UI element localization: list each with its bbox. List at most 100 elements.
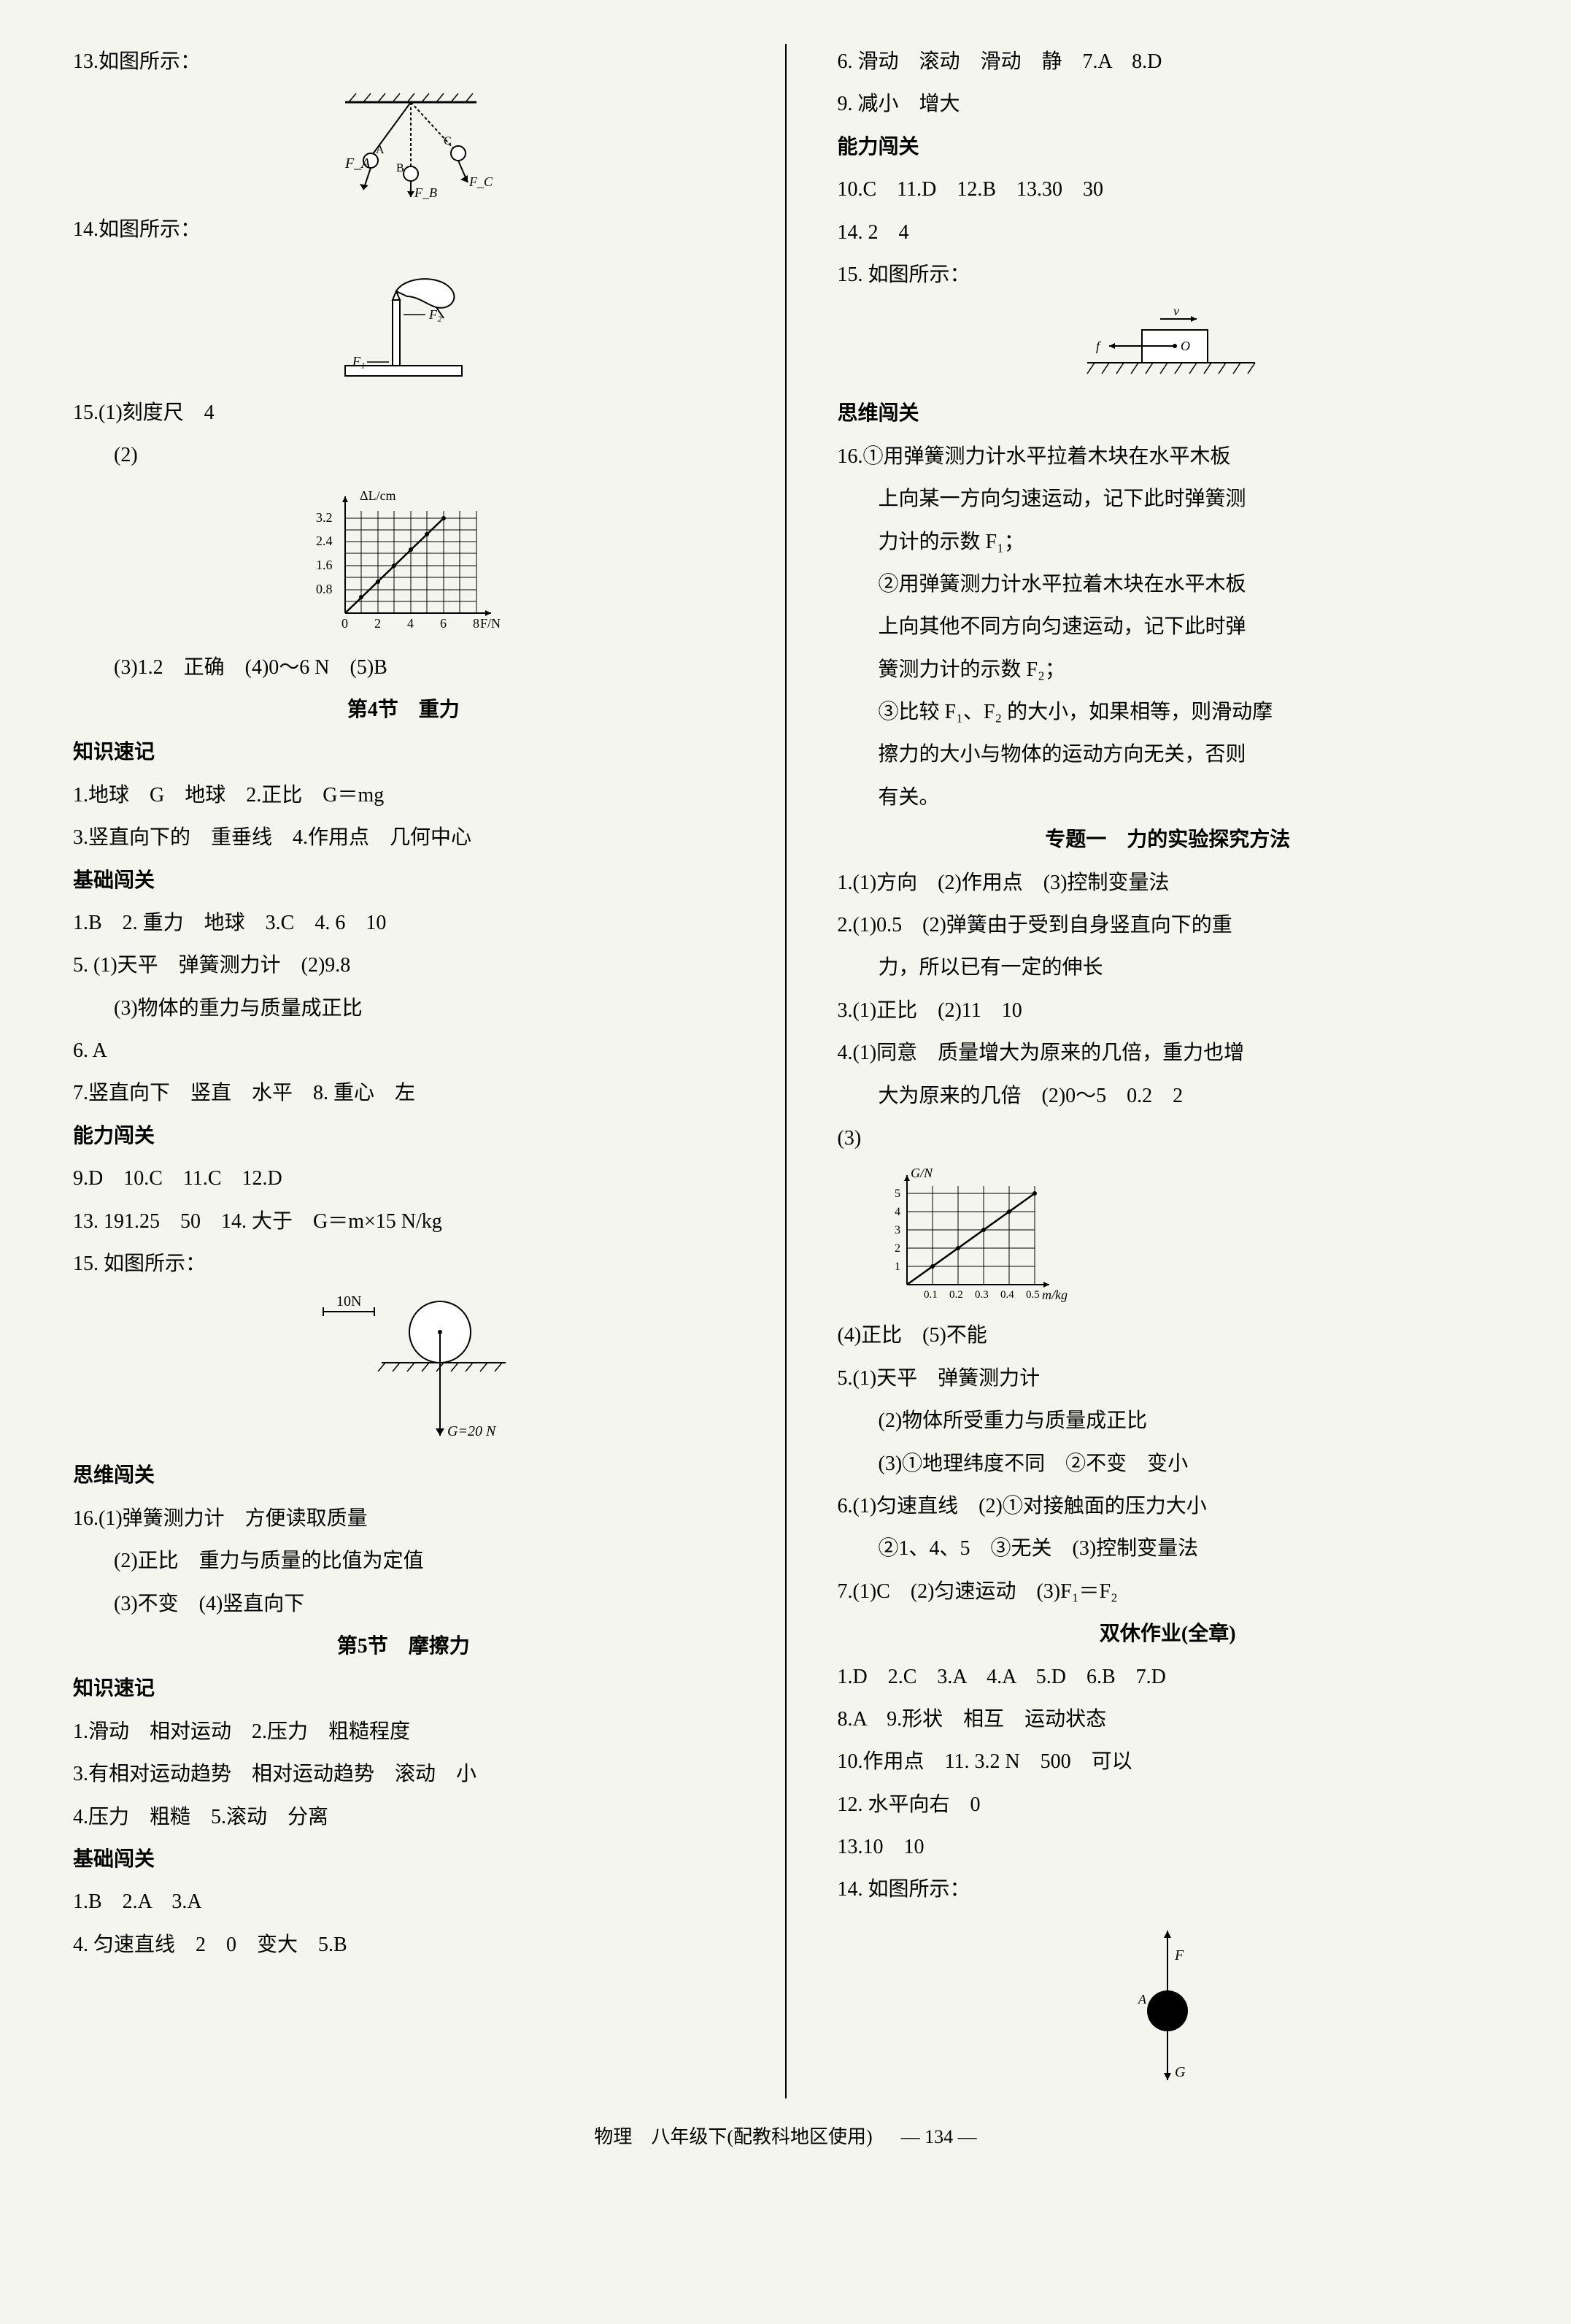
- zt2b: 力，所以已有一定的伸长: [838, 950, 1499, 986]
- svg-text:0.4: 0.4: [1000, 1289, 1014, 1301]
- r6: 6. 滑动 滚动 滑动 静 7.A 8.D: [838, 44, 1499, 80]
- sw16b: (2)正比 重力与质量的比值为定值: [73, 1543, 734, 1580]
- left-column: 13.如图所示：: [73, 44, 734, 2098]
- jc5-4: 4. 匀速直线 2 0 变大 5.B: [73, 1927, 734, 1963]
- zt4a: 4.(1)同意 质量增大为原来的几倍，重力也增: [838, 1035, 1499, 1071]
- q13-label: 13.如图所示：: [73, 44, 734, 80]
- zs3: 3.竖直向下的 重垂线 4.作用点 几何中心: [73, 820, 734, 856]
- svg-text:F_A: F_A: [344, 155, 371, 172]
- page-container: 13.如图所示：: [73, 44, 1498, 2098]
- svg-text:F: F: [1174, 1947, 1184, 1963]
- jc5b: (3)物体的重力与质量成正比: [73, 990, 734, 1027]
- diagram-sphere: 10N G=20 N: [73, 1290, 734, 1450]
- zt4b: 大为原来的几倍 (2)0～5 0.2 2: [838, 1078, 1499, 1115]
- sx10: 10.作用点 11. 3.2 N 500 可以: [838, 1744, 1499, 1780]
- svg-text:6: 6: [440, 616, 447, 631]
- r10: 10.C 11.D 12.B 13.30 30: [838, 172, 1499, 208]
- svg-text:A: A: [376, 144, 385, 156]
- zs5-3: 3.有相对运动趋势 相对运动趋势 滚动 小: [73, 1756, 734, 1793]
- svg-text:0.8: 0.8: [316, 582, 333, 596]
- sx13: 13.10 10: [838, 1829, 1499, 1866]
- pendulum-diagram-icon: F_A A B C F_B F_C: [301, 88, 506, 204]
- nl13: 13. 191.25 50 14. 大于 G＝m×15 N/kg: [73, 1204, 734, 1240]
- diagram-q13: F_A A B C F_B F_C: [73, 88, 734, 204]
- jc5: 5. (1)天平 弹簧测力计 (2)9.8: [73, 947, 734, 984]
- finger-press-diagram-icon: F₂ F₁: [323, 256, 484, 388]
- r16a: 16.①用弹簧测力计水平拉着木块在水平木板: [838, 439, 1499, 475]
- zs5-1: 1.滑动 相对运动 2.压力 粗糙程度: [73, 1714, 734, 1750]
- svg-text:4: 4: [895, 1206, 900, 1218]
- svg-text:f: f: [1096, 339, 1102, 353]
- q15-line3: (3)1.2 正确 (4)0～6 N (5)B: [73, 650, 734, 686]
- svg-text:C: C: [444, 135, 452, 147]
- footer-page: — 134 —: [901, 2126, 977, 2147]
- svg-text:0.5: 0.5: [1026, 1289, 1040, 1301]
- right-column: 6. 滑动 滚动 滑动 静 7.A 8.D 9. 减小 增大 能力闯关 10.C…: [838, 44, 1499, 2098]
- section5-title: 第5节 摩擦力: [73, 1628, 734, 1665]
- chart-q15: ΔL/cm F/N 3.2 2.4 1.6 0.8: [73, 482, 734, 642]
- diagram-block: O v f: [838, 301, 1499, 388]
- zt3b: (3): [838, 1120, 1499, 1157]
- svg-text:m/kg: m/kg: [1042, 1288, 1068, 1302]
- zt1: 1.(1)方向 (2)作用点 (3)控制变量法: [838, 865, 1499, 901]
- zs1: 1.地球 G 地球 2.正比 G＝mg: [73, 777, 734, 814]
- footer-text: 物理 八年级下(配教科地区使用): [594, 2126, 872, 2147]
- jichu-heading: 基础闯关: [73, 863, 734, 899]
- svg-text:2: 2: [374, 616, 381, 631]
- svg-text:5: 5: [895, 1188, 900, 1200]
- zs5-4: 4.压力 粗糙 5.滚动 分离: [73, 1799, 734, 1836]
- page-footer: 物理 八年级下(配教科地区使用) — 134 —: [73, 2120, 1498, 2155]
- sphere-force-diagram-icon: 10N G=20 N: [294, 1290, 513, 1450]
- gn-chart-icon: G/N m/kg 12 34 5 0.10.2 0.30.4 0.5: [867, 1164, 1086, 1310]
- svg-text:F/N: F/N: [480, 616, 501, 631]
- r16b: 上向某一方向匀速运动，记下此时弹簧测: [838, 481, 1499, 517]
- svg-text:8: 8: [473, 616, 479, 631]
- svg-text:v: v: [1173, 304, 1179, 318]
- diagram-ball-fg: F A G: [838, 1916, 1499, 2091]
- sw16c: (3)不变 (4)竖直向下: [73, 1586, 734, 1623]
- r16e: 上向其他不同方向匀速运动，记下此时弹: [838, 609, 1499, 645]
- r15: 15. 如图所示：: [838, 257, 1499, 293]
- r16h: 擦力的大小与物体的运动方向无关，否则: [838, 736, 1499, 773]
- svg-text:G/N: G/N: [911, 1166, 933, 1180]
- nl15: 15. 如图所示：: [73, 1246, 734, 1282]
- svg-text:1: 1: [895, 1261, 900, 1273]
- svg-text:G: G: [1175, 2064, 1186, 2080]
- svg-text:2.4: 2.4: [316, 534, 333, 548]
- r16f: 簧测力计的示数 F₂；: [838, 652, 1499, 688]
- svg-text:4: 4: [407, 616, 414, 631]
- svg-text:O: O: [1181, 339, 1190, 353]
- r16g: ③比较 F₁、F₂ 的大小，如果相等，则滑动摩: [838, 694, 1499, 731]
- svg-text:F₂: F₂: [428, 307, 441, 322]
- sx1: 1.D 2.C 3.A 4.A 5.D 6.B 7.D: [838, 1659, 1499, 1696]
- svg-text:F_C: F_C: [468, 174, 493, 189]
- svg-text:ΔL/cm: ΔL/cm: [360, 488, 396, 503]
- svg-text:0.3: 0.3: [975, 1289, 989, 1301]
- zt2a: 2.(1)0.5 (2)弹簧由于受到自身竖直向下的重: [838, 907, 1499, 944]
- svg-text:B: B: [396, 162, 404, 174]
- svg-text:0: 0: [341, 616, 348, 631]
- svg-text:F₁: F₁: [352, 354, 365, 369]
- r14: 14. 2 4: [838, 215, 1499, 251]
- svg-text:3.2: 3.2: [316, 510, 333, 525]
- sw16a: 16.(1)弹簧测力计 方便读取质量: [73, 1501, 734, 1537]
- r16c: 力计的示数 F₁；: [838, 524, 1499, 561]
- sx14: 14. 如图所示：: [838, 1871, 1499, 1908]
- chart-gn: G/N m/kg 12 34 5 0.10.2 0.30.4 0.5: [838, 1164, 1499, 1310]
- line-chart-icon: ΔL/cm F/N 3.2 2.4 1.6 0.8: [294, 482, 513, 642]
- svg-text:F_B: F_B: [414, 185, 437, 200]
- nengli-heading: 能力闯关: [73, 1118, 734, 1155]
- nl9: 9.D 10.C 11.C 12.D: [73, 1161, 734, 1197]
- jc6: 6. A: [73, 1033, 734, 1069]
- svg-text:G=20 N: G=20 N: [447, 1423, 497, 1439]
- svg-text:0.1: 0.1: [924, 1289, 938, 1301]
- zt3: 3.(1)正比 (2)11 10: [838, 993, 1499, 1029]
- q15-line2: (2): [73, 437, 734, 474]
- zt5b: (2)物体所受重力与质量成正比: [838, 1403, 1499, 1439]
- r16i: 有关。: [838, 780, 1499, 816]
- r16d: ②用弹簧测力计水平拉着木块在水平木板: [838, 566, 1499, 603]
- column-divider: [785, 44, 787, 2098]
- siwei-heading: 思维闯关: [73, 1458, 734, 1494]
- svg-text:2: 2: [895, 1242, 900, 1255]
- q14-label: 14.如图所示：: [73, 212, 734, 248]
